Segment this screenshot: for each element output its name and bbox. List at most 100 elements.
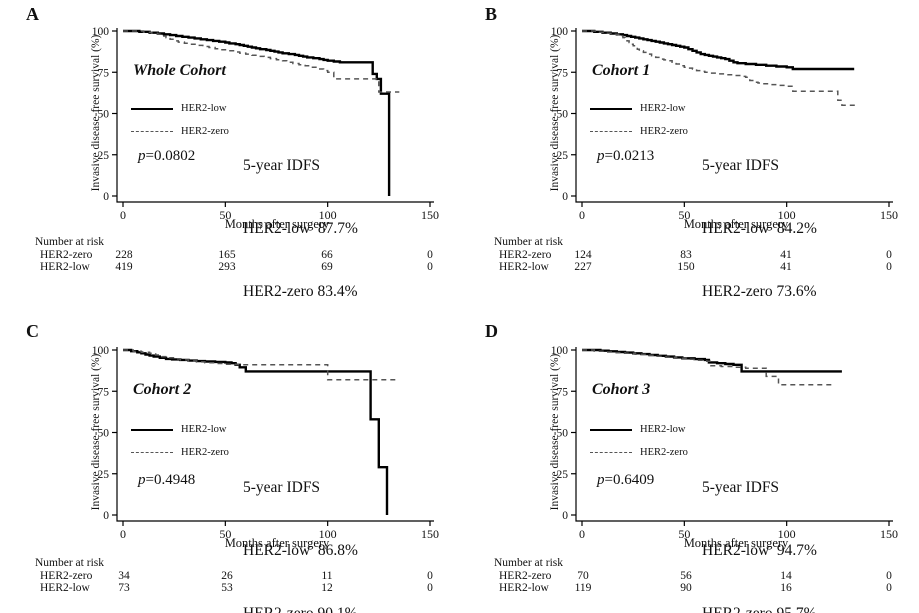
km-chart-a: 0 50 100 150 0 25 50 75 100: [92, 26, 439, 222]
p-symbol: p: [597, 472, 605, 488]
cohort-title: Cohort 2: [133, 381, 192, 398]
y-tick-label: 75: [557, 386, 569, 398]
idfs-zero-line: HER2-zero 90.1%: [243, 603, 358, 613]
x-tick-label: 150: [421, 527, 439, 541]
y-tick-label: 0: [103, 191, 109, 203]
x-tick-label: 0: [579, 527, 585, 541]
legend-her2-zero: HER2-zero: [131, 126, 229, 137]
at-risk-value: 16: [780, 582, 792, 594]
at-risk-value: 56: [680, 570, 692, 582]
her2-zero-line-swatch: [590, 131, 632, 132]
at-risk-value: 41: [780, 261, 792, 273]
x-tick-label: 0: [579, 208, 585, 222]
y-tick-label: 100: [92, 345, 110, 357]
at-risk-value: 70: [577, 570, 589, 582]
p-symbol: p: [138, 472, 146, 488]
p-number: =0.0802: [145, 148, 196, 164]
cohort-title: Whole Cohort: [133, 62, 226, 79]
km-curve-her2-low: [123, 29, 391, 196]
idfs-annotation: 5-year IDFS HER2-low 87.7% HER2-zero 83.…: [243, 113, 358, 344]
at-risk-value: 73: [118, 582, 130, 594]
at-risk-title: Number at risk: [35, 236, 104, 248]
p-value: p=0.6409: [597, 472, 654, 489]
legend-label-her2-low: HER2-low: [181, 424, 227, 435]
x-axis-label: Months after surgery: [224, 217, 330, 231]
her2-low-line-swatch: [590, 428, 632, 431]
at-risk-value: 227: [574, 261, 592, 273]
axis-lines: [116, 347, 434, 522]
y-tick-label: 0: [103, 510, 109, 522]
legend-her2-zero: HER2-zero: [590, 447, 688, 458]
y-tick-label: 75: [98, 67, 110, 79]
legend-label-her2-zero: HER2-zero: [640, 126, 688, 137]
at-risk-value: 0: [886, 261, 892, 273]
at-risk-value: 34: [118, 570, 130, 582]
at-risk-value: 12: [321, 582, 333, 594]
at-risk-value: 0: [427, 261, 433, 273]
p-number: =0.0213: [604, 148, 655, 164]
her2-low-line-swatch: [590, 107, 632, 110]
y-tick-label: 25: [557, 469, 569, 481]
km-curve-her2-zero: [123, 30, 400, 93]
cohort-title: Cohort 3: [592, 381, 651, 398]
at-risk-value: 11: [321, 570, 333, 582]
legend-label-her2-low: HER2-low: [640, 424, 686, 435]
at-risk-row-her2-low: HER2-low 419 293 69 0: [0, 261, 459, 273]
at-risk-row-label: HER2-zero: [499, 570, 552, 582]
axis-lines: [116, 28, 434, 203]
x-tick-label: 100: [778, 208, 796, 222]
panel-letter-c: C: [26, 321, 39, 341]
at-risk-value: 26: [221, 570, 233, 582]
at-risk-row-label: HER2-low: [40, 261, 90, 273]
cohort-title: Cohort 1: [592, 62, 651, 79]
km-chart-b: 0 50 100 150 0 25 50 75 100: [551, 26, 898, 222]
km-curve-her2-zero: [123, 349, 400, 381]
her2-low-line-swatch: [131, 428, 173, 431]
legend-label-her2-zero: HER2-zero: [640, 447, 688, 458]
at-risk-row-label: HER2-zero: [40, 249, 93, 261]
y-tick-label: 50: [98, 109, 110, 121]
x-tick-label: 100: [778, 527, 796, 541]
y-tick-label: 100: [92, 26, 110, 38]
idfs-heading: 5-year IDFS: [243, 157, 321, 174]
panel-b: B 0 50 100 150 0 25 50 75 100 Invasive disease-f…: [459, 0, 918, 306]
p-symbol: p: [138, 148, 146, 164]
at-risk-value: 124: [574, 249, 592, 261]
idfs-zero-line: HER2-zero 83.4%: [243, 283, 358, 300]
km-curve-her2-low: [582, 348, 842, 373]
p-number: =0.6409: [604, 472, 655, 488]
legend-her2-low: HER2-low: [590, 424, 686, 435]
at-risk-value: 53: [221, 582, 233, 594]
at-risk-row-her2-zero: HER2-zero 124 83 41 0: [459, 249, 918, 261]
at-risk-value: 419: [115, 261, 133, 273]
x-tick-label: 150: [421, 208, 439, 222]
x-tick-label: 0: [120, 527, 126, 541]
x-tick-label: 0: [120, 208, 126, 222]
y-tick-label: 25: [557, 150, 569, 162]
her2-low-line-swatch: [131, 107, 173, 110]
at-risk-value: 293: [218, 261, 236, 273]
at-risk-value: 228: [115, 249, 133, 261]
y-tick-label: 50: [557, 428, 569, 440]
at-risk-title: Number at risk: [494, 557, 563, 569]
at-risk-row-label: HER2-low: [499, 582, 549, 594]
at-risk-row-label: HER2-low: [40, 582, 90, 594]
at-risk-value: 69: [321, 261, 333, 273]
at-risk-row-her2-zero: HER2-zero 228 165 66 0: [0, 249, 459, 261]
idfs-heading: 5-year IDFS: [702, 157, 780, 174]
idfs-zero-line: HER2-zero 73.6%: [702, 283, 817, 300]
panel-c: C 0 50 100 150 0 25 50 75 100 Invasive disease-f…: [0, 307, 459, 613]
idfs-heading: 5-year IDFS: [243, 479, 321, 496]
legend-her2-low: HER2-low: [131, 424, 227, 435]
y-tick-label: 50: [557, 109, 569, 121]
km-curve-her2-zero: [582, 349, 832, 386]
idfs-annotation: 5-year IDFS HER2-low 86.8% HER2-zero 90.…: [243, 435, 358, 613]
idfs-annotation: 5-year IDFS HER2-low 84.2% HER2-zero 73.…: [702, 113, 817, 344]
at-risk-value: 150: [677, 261, 695, 273]
legend-label-her2-low: HER2-low: [640, 103, 686, 114]
at-risk-row-her2-zero: HER2-zero 34 26 11 0: [0, 570, 459, 582]
y-tick-label: 25: [98, 469, 110, 481]
at-risk-title: Number at risk: [494, 236, 563, 248]
legend-her2-low: HER2-low: [590, 103, 686, 114]
at-risk-value: 0: [427, 249, 433, 261]
